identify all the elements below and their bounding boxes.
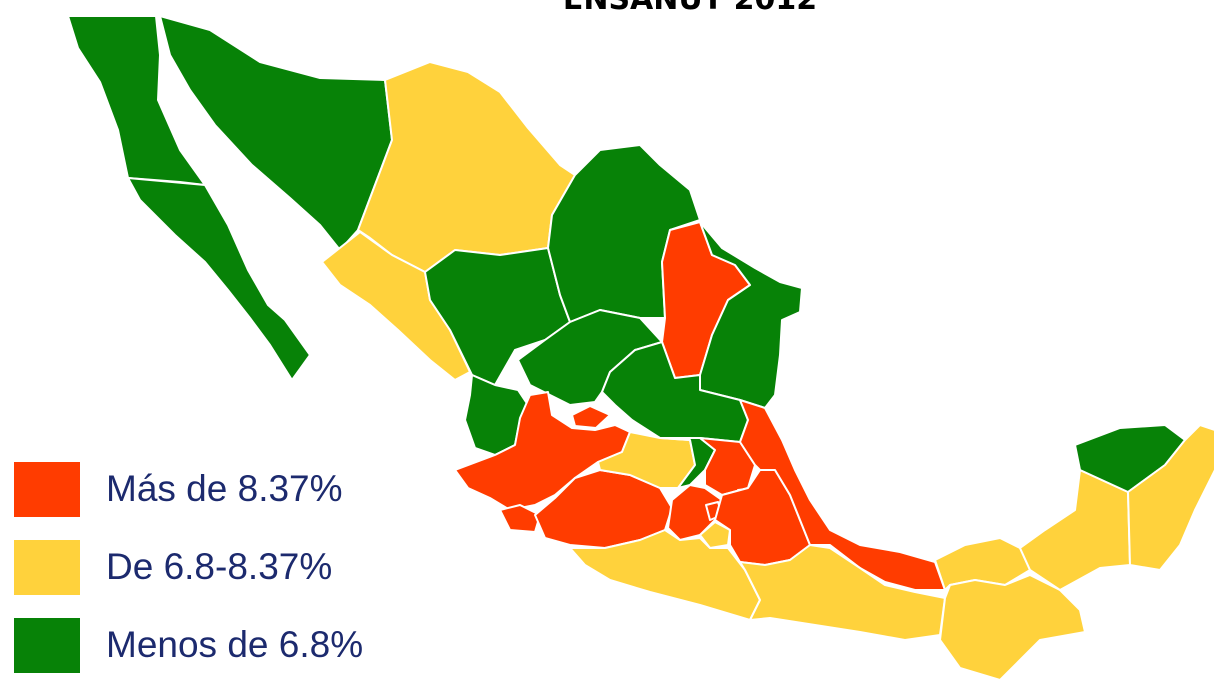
region-oaxaca[interactable]: [739, 544, 946, 641]
map-title: ENSANUT 2012: [0, 0, 1215, 17]
legend-swatch-low: [14, 618, 80, 673]
legend-swatch-high: [14, 462, 80, 517]
region-campeche[interactable]: [1019, 469, 1131, 591]
region-chiapas[interactable]: [939, 574, 1086, 681]
region-baja-california-sur[interactable]: [127, 177, 311, 381]
legend-swatch-mid: [14, 540, 80, 595]
region-aguascalientes[interactable]: [571, 405, 611, 429]
legend-item-low: Menos de 6.8%: [14, 618, 434, 674]
region-tabasco[interactable]: [934, 537, 1031, 591]
region-guerrero[interactable]: [569, 529, 761, 621]
legend-label-mid: De 6.8-8.37%: [106, 546, 333, 587]
region-zacatecas[interactable]: [517, 309, 663, 406]
region-chihuahua[interactable]: [357, 61, 576, 273]
legend-item-mid: De 6.8-8.37%: [14, 540, 434, 596]
legend-item-high: Más de 8.37%: [14, 462, 434, 518]
legend-label-low: Menos de 6.8%: [106, 624, 364, 665]
legend-label-high: Más de 8.37%: [106, 468, 343, 509]
region-colima[interactable]: [499, 504, 541, 533]
region-quintana-roo[interactable]: [1127, 424, 1215, 571]
region-veracruz[interactable]: [739, 399, 946, 591]
